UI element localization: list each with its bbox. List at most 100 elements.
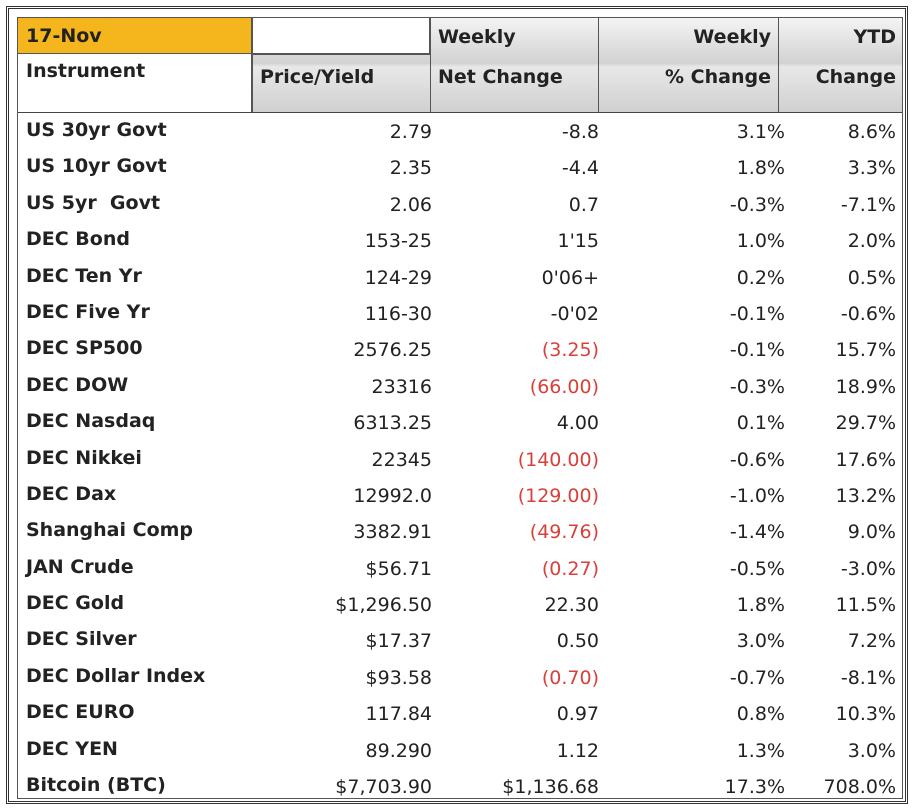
net-change-value: (66.00) — [529, 375, 599, 398]
pct-change-value: -0.6% — [729, 448, 785, 471]
net-change-value: 0.97 — [556, 703, 599, 726]
instrument-name: DEC YEN — [26, 737, 118, 760]
price-yield-value: $56.71 — [365, 557, 432, 580]
net-change-value: 0.50 — [556, 630, 599, 653]
price-yield-value: $17.37 — [365, 630, 432, 653]
ytd-change-value: -8.1% — [840, 666, 896, 689]
ytd-change-value: -3.0% — [840, 557, 896, 580]
price-yield-value: 2.06 — [389, 193, 432, 216]
instrument-name: DEC Nikkei — [26, 446, 142, 469]
net-change-value: (0.27) — [541, 557, 599, 580]
price-yield-header: Price/Yield — [260, 66, 375, 88]
ytd-change-value: 10.3% — [835, 703, 896, 726]
net-change-value: 1.12 — [556, 739, 599, 762]
table-row: DEC Dollar Index $93.58 (0.70) -0.7% -8.1% — [18, 659, 902, 695]
pct-change-value: -1.0% — [729, 484, 785, 507]
instrument-name: US 30yr Govt — [26, 119, 167, 141]
net-change-value: -0'02 — [550, 302, 599, 325]
column-divider — [778, 18, 779, 112]
pct-change-value: -0.7% — [729, 666, 785, 689]
table-row: Bitcoin (BTC) $7,703.90 $1,136.68 17.3% 708.… — [18, 768, 902, 799]
pct-change-value: -0.3% — [729, 375, 785, 398]
date-cell: 17-Nov — [18, 18, 252, 54]
pct-change-value: 0.1% — [736, 412, 785, 435]
price-yield-value: 22345 — [371, 448, 432, 471]
net-change-value: -4.4 — [561, 157, 599, 180]
instrument-header: Instrument — [18, 54, 252, 112]
table-row: JAN Crude $56.71 (0.27) -0.5% -3.0% — [18, 550, 902, 586]
ytd-change-value: 3.0% — [847, 739, 896, 762]
table-row: US 5yr Govt 2.06 0.7 -0.3% -7.1% — [18, 186, 902, 222]
ytd-change-value: -0.6% — [840, 302, 896, 325]
table-row: DEC SP500 2576.25 (3.25) -0.1% 15.7% — [18, 331, 902, 367]
pct-change-value: 0.2% — [736, 266, 785, 289]
price-yield-value: 116-30 — [364, 302, 432, 325]
ytd-change-value: 11.5% — [835, 594, 896, 617]
net-change-value: (140.00) — [517, 448, 599, 471]
price-yield-value: 12992.0 — [353, 484, 432, 507]
ytd-change-value: 0.5% — [847, 266, 896, 289]
instrument-name: DEC Five Yr — [26, 300, 150, 323]
market-table: 17-Nov Instrument Price/Yield Weekly Net… — [17, 17, 903, 799]
instrument-name: DEC EURO — [26, 701, 135, 724]
ytd-change-value: 13.2% — [835, 484, 896, 507]
instrument-name: DEC Ten Yr — [26, 264, 142, 287]
ytd-change-value: 9.0% — [847, 521, 896, 544]
price-yield-value: 124-29 — [364, 266, 432, 289]
instrument-name: DEC Silver — [26, 628, 137, 651]
instrument-name: DEC SP500 — [26, 337, 143, 360]
pct-change-value: 1.0% — [736, 230, 785, 253]
ytd-change-value: 15.7% — [835, 339, 896, 362]
instrument-name: Shanghai Comp — [26, 519, 194, 542]
net-change-value: 1'15 — [557, 230, 600, 253]
ytd-change-value: 8.6% — [847, 121, 896, 143]
ytd-header-top: YTD — [853, 26, 897, 48]
price-yield-value: 2.79 — [389, 121, 432, 143]
net-change-value: (3.25) — [541, 339, 599, 362]
instrument-name: DEC Bond — [26, 228, 130, 251]
table-row: DEC Silver $17.37 0.50 3.0% 7.2% — [18, 622, 902, 658]
table-row: DEC Dax 12992.0 (129.00) -1.0% 13.2% — [18, 477, 902, 513]
column-divider — [598, 18, 599, 112]
net-change-value: (129.00) — [517, 484, 599, 507]
table-row: Shanghai Comp 3382.91 (49.76) -1.4% 9.0% — [18, 513, 902, 549]
net-change-value: (0.70) — [541, 666, 599, 689]
table-row: DEC YEN 89.290 1.12 1.3% 3.0% — [18, 732, 902, 768]
table-row: DEC Gold $1,296.50 22.30 1.8% 11.5% — [18, 586, 902, 622]
weekly-net-header-bottom: Net Change — [438, 66, 563, 88]
instrument-name: US 5yr Govt — [26, 191, 161, 214]
instrument-name: US 10yr Govt — [26, 155, 167, 178]
net-change-value: 0'06+ — [541, 266, 599, 289]
table-frame: 17-Nov Instrument Price/Yield Weekly Net… — [6, 6, 908, 804]
net-change-value: 22.30 — [544, 594, 599, 617]
table-row: DEC Nikkei 22345 (140.00) -0.6% 17.6% — [18, 441, 902, 477]
ytd-change-value: 3.3% — [847, 157, 896, 180]
table-row: DEC Ten Yr 124-29 0'06+ 0.2% 0.5% — [18, 259, 902, 295]
column-divider — [252, 18, 253, 112]
ytd-change-value: 18.9% — [835, 375, 896, 398]
ytd-change-value: 7.2% — [847, 630, 896, 653]
net-change-value: (49.76) — [529, 521, 599, 544]
ytd-change-value: 2.0% — [847, 230, 896, 253]
ytd-change-value: 708.0% — [823, 776, 896, 799]
instrument-name: DEC Nasdaq — [26, 410, 156, 433]
pct-change-value: 3.0% — [736, 630, 785, 653]
table-header: 17-Nov Instrument Price/Yield Weekly Net… — [18, 18, 902, 113]
price-yield-value: $7,703.90 — [335, 776, 432, 799]
pct-change-value: 1.8% — [736, 157, 785, 180]
table-row: DEC DOW 23316 (66.00) -0.3% 18.9% — [18, 368, 902, 404]
pct-change-value: -0.5% — [729, 557, 785, 580]
pct-change-value: 3.1% — [736, 121, 785, 143]
net-change-value: 4.00 — [556, 412, 599, 435]
pct-change-value: 1.3% — [736, 739, 785, 762]
price-yield-value: 89.290 — [365, 739, 432, 762]
net-change-value: -8.8 — [561, 121, 599, 143]
blank-header-cell — [252, 18, 430, 54]
pct-change-value: -0.3% — [729, 193, 785, 216]
row-divider — [252, 54, 430, 55]
price-yield-value: 153-25 — [364, 230, 432, 253]
instrument-name: DEC Dollar Index — [26, 664, 206, 687]
weekly-pct-header-top: Weekly — [693, 26, 771, 48]
table-row: US 30yr Govt 2.79 -8.8 3.1% 8.6% — [18, 113, 902, 149]
table-row: DEC Bond 153-25 1'15 1.0% 2.0% — [18, 222, 902, 258]
